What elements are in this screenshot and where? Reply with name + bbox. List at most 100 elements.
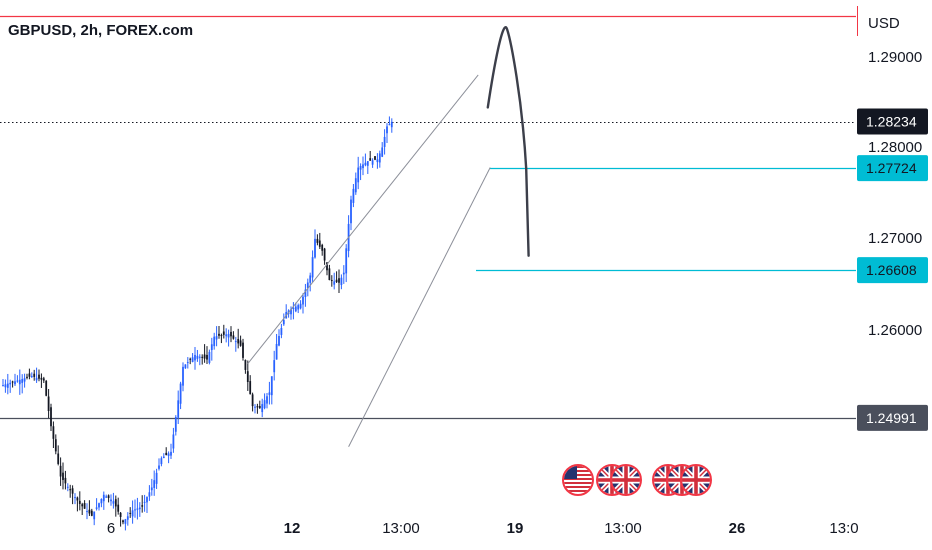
candle-body xyxy=(208,351,211,363)
candle-body xyxy=(160,458,163,465)
candle-body xyxy=(330,280,333,282)
candle-body xyxy=(239,340,242,346)
candle-body xyxy=(268,392,271,395)
candle-body xyxy=(345,248,348,274)
candle-body xyxy=(86,511,88,513)
x-tick-label: 26 xyxy=(729,520,746,537)
candle-body xyxy=(374,156,376,160)
candle-body xyxy=(282,319,285,325)
candle-body xyxy=(50,407,52,427)
candle-body xyxy=(278,335,280,346)
candle-body xyxy=(206,354,208,360)
candle-body xyxy=(316,238,319,243)
x-tick-label: 13:0 xyxy=(829,520,858,537)
candle-body xyxy=(354,178,357,193)
candle-body xyxy=(297,305,300,310)
candles xyxy=(2,116,393,531)
candle-body xyxy=(261,404,264,413)
x-tick-label: 12 xyxy=(284,520,301,537)
candle-body xyxy=(78,500,81,504)
drawings xyxy=(247,26,530,447)
candle-body xyxy=(352,188,355,203)
candle-body xyxy=(182,366,184,386)
event-flags xyxy=(562,464,712,496)
candle-body xyxy=(131,510,134,517)
x-tick-label: 19 xyxy=(507,520,524,537)
candle-body xyxy=(213,336,216,347)
candle-body xyxy=(376,159,379,163)
candle-body xyxy=(95,507,98,509)
candle-body xyxy=(299,303,302,309)
price-tag[interactable]: 1.26608 xyxy=(857,257,928,284)
channel-lower-line[interactable] xyxy=(348,167,491,447)
candle-body xyxy=(150,487,153,491)
candle-body xyxy=(225,334,228,337)
candle-body xyxy=(304,289,307,298)
price-tags: 1.28234 1.27724 1.26608 1.24991 xyxy=(857,108,928,431)
price-tag[interactable]: 1.24991 xyxy=(857,404,928,431)
candle-body xyxy=(141,505,144,507)
candle-body xyxy=(170,451,172,456)
price-tag[interactable]: 1.28234 xyxy=(857,108,928,135)
candle-body xyxy=(244,359,247,370)
candle-body xyxy=(309,275,312,283)
candle-body xyxy=(153,480,156,488)
candle-body xyxy=(371,160,374,165)
candle-body xyxy=(81,504,84,507)
candle-body xyxy=(350,199,352,224)
candle-body xyxy=(124,519,127,524)
candle-body xyxy=(323,248,326,261)
candle-body xyxy=(30,375,33,377)
candle-body xyxy=(342,272,345,275)
candle-body xyxy=(9,382,12,385)
candle-body xyxy=(203,354,206,359)
candle-body xyxy=(40,377,43,380)
candle-body xyxy=(74,497,76,499)
candle-body xyxy=(129,512,132,514)
candle-body xyxy=(311,257,314,278)
uk-flag-icon[interactable] xyxy=(680,464,712,496)
candle-body xyxy=(167,453,170,456)
candle-body xyxy=(318,240,321,247)
candle-body xyxy=(69,489,72,491)
candle-body xyxy=(134,509,136,511)
candle-body xyxy=(33,373,36,377)
candle-body xyxy=(54,439,57,452)
candle-body xyxy=(162,456,165,459)
candle-body xyxy=(45,380,48,396)
candle-body xyxy=(179,383,182,404)
candle-body xyxy=(110,499,112,502)
candle-body xyxy=(71,488,74,494)
chart-title: GBPUSD, 2h, FOREX.com xyxy=(8,22,193,39)
candle-body xyxy=(122,520,124,523)
candle-body xyxy=(100,498,103,504)
us-flag-icon[interactable] xyxy=(562,464,594,496)
candle-body xyxy=(184,364,187,369)
candle-body xyxy=(251,394,254,407)
candle-body xyxy=(357,167,360,183)
candle-body xyxy=(35,377,38,381)
candle-body xyxy=(242,342,244,358)
candle-body xyxy=(194,354,196,361)
candle-body xyxy=(66,486,69,488)
candle-body xyxy=(378,153,381,163)
candle-body xyxy=(177,400,180,418)
candle-body xyxy=(186,362,189,364)
candle-body xyxy=(335,279,338,283)
axis-currency: USD xyxy=(868,15,900,32)
candle-body xyxy=(196,355,199,359)
candle-body xyxy=(273,360,276,373)
candle-body xyxy=(230,331,232,337)
channel-upper-line[interactable] xyxy=(247,74,479,364)
price-tag[interactable]: 1.27724 xyxy=(857,155,928,182)
candle-body xyxy=(105,496,108,498)
x-tick-label: 13:00 xyxy=(382,520,420,537)
candle-body xyxy=(136,508,139,510)
uk-flag-icon[interactable] xyxy=(610,464,642,496)
y-tick-label: 1.27000 xyxy=(868,230,922,247)
candle-body xyxy=(249,381,252,395)
y-tick-label: 1.28000 xyxy=(868,139,922,156)
projection-path[interactable] xyxy=(486,26,530,257)
